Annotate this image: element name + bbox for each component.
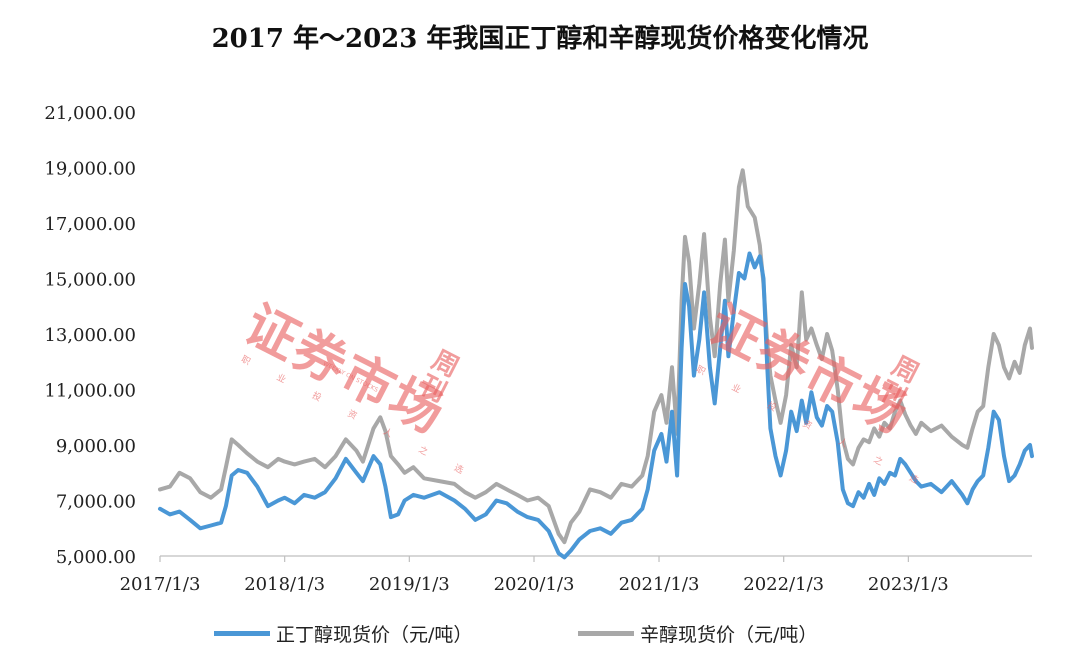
legend-label-octanol: 辛醇现货价（元/吨） xyxy=(640,624,818,646)
x-tick-label: 2019/1/3 xyxy=(369,574,450,595)
series-line-butanol xyxy=(158,251,1034,560)
legend-label-butanol: 正丁醇现货价（元/吨） xyxy=(276,624,473,646)
chart-title: 2017 年～2023 年我国正丁醇和辛醇现货价格变化情况 xyxy=(211,24,869,54)
y-axis-labels: 5,000.00 7,000.00 9,000.00 11,000.00 13,000.… xyxy=(44,103,136,568)
y-tick-label: 19,000.00 xyxy=(44,159,136,180)
y-tick-label: 7,000.00 xyxy=(56,492,136,513)
legend-item-butanol: 正丁醇现货价（元/吨） xyxy=(214,620,472,647)
legend-item-octanol: 辛醇现货价（元/吨） xyxy=(578,620,817,647)
y-tick-label: 11,000.00 xyxy=(44,381,136,402)
y-tick-label: 17,000.00 xyxy=(44,214,136,235)
legend-swatch-butanol xyxy=(214,631,270,636)
y-tick-label: 15,000.00 xyxy=(44,270,136,291)
x-tick-label: 2018/1/3 xyxy=(244,574,325,595)
legend-swatch-octanol xyxy=(578,631,634,636)
y-tick-label: 21,000.00 xyxy=(44,103,136,124)
x-tick-label: 2022/1/3 xyxy=(743,574,824,595)
x-tick-label: 2020/1/3 xyxy=(494,574,575,595)
series-layer xyxy=(158,168,1034,560)
y-tick-label: 9,000.00 xyxy=(56,436,136,457)
y-tick-label: 13,000.00 xyxy=(44,325,136,346)
y-tick-label: 5,000.00 xyxy=(56,547,136,568)
series-line-octanol xyxy=(158,168,1034,545)
x-tick-label: 2021/1/3 xyxy=(619,574,700,595)
legend: 正丁醇现货价（元/吨） 辛醇现货价（元/吨） xyxy=(0,620,1080,650)
x-tick-label: 2023/1/3 xyxy=(868,574,949,595)
x-axis: 2017/1/3 2018/1/3 2019/1/3 2020/1/3 2021/1/3… xyxy=(120,555,1032,595)
x-tick-label: 2017/1/3 xyxy=(120,574,201,595)
